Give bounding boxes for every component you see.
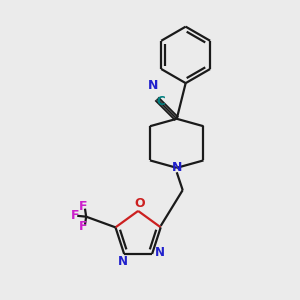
Text: C: C — [156, 95, 165, 108]
Text: F: F — [79, 200, 88, 213]
Text: F: F — [71, 209, 80, 222]
Text: N: N — [172, 161, 182, 174]
Text: N: N — [148, 79, 158, 92]
Text: N: N — [154, 246, 164, 259]
Text: F: F — [79, 220, 88, 233]
Text: O: O — [134, 197, 145, 210]
Text: N: N — [118, 255, 128, 268]
